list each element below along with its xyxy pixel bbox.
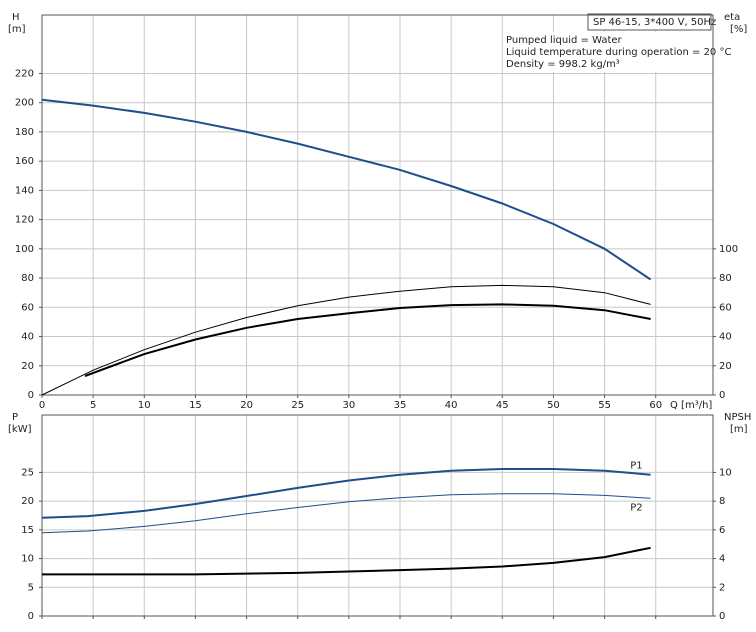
y-tick-label: 20 xyxy=(21,496,34,507)
y-tick-label: 0 xyxy=(28,611,34,622)
y-tick-label: 10 xyxy=(21,554,34,565)
series-line xyxy=(41,284,651,396)
y2-tick-label: 80 xyxy=(719,273,732,284)
y-tick-label: 40 xyxy=(21,332,34,343)
y2-axis-unit: [m] xyxy=(730,424,748,435)
annotation-box xyxy=(587,13,712,31)
y-axis-label: P xyxy=(12,412,18,423)
y-tick-label: 160 xyxy=(15,156,34,167)
x-tick-label: 50 xyxy=(547,400,560,411)
x-tick-label: 45 xyxy=(496,400,509,411)
y-tick-label: 200 xyxy=(15,98,34,109)
series-line xyxy=(41,98,652,281)
x-tick-label: 5 xyxy=(90,400,96,411)
y-tick-label: 25 xyxy=(21,467,34,478)
y-tick-label: 120 xyxy=(15,215,34,226)
y2-tick-label: 0 xyxy=(719,611,725,622)
y-tick-label: 5 xyxy=(28,582,34,593)
y2-axis-unit: [%] xyxy=(730,24,747,35)
x-axis-label: Q [m³/h] xyxy=(670,400,712,411)
x-tick-label: 0 xyxy=(39,400,45,411)
x-tick-label: 25 xyxy=(291,400,304,411)
y-tick-label: 80 xyxy=(21,273,34,284)
y2-tick-label: 100 xyxy=(719,244,738,255)
y2-tick-label: 20 xyxy=(719,361,732,372)
x-tick-label: 60 xyxy=(649,400,662,411)
y2-tick-label: 6 xyxy=(719,525,725,536)
x-tick-label: 20 xyxy=(240,400,253,411)
annotation: Pumped liquid = Water xyxy=(506,35,623,46)
series-line xyxy=(42,546,651,576)
y2-tick-label: 4 xyxy=(719,554,725,565)
y-tick-label: 220 xyxy=(15,68,34,79)
x-tick-label: 40 xyxy=(445,400,458,411)
annotation-bg xyxy=(505,32,711,72)
y2-axis-label: NPSH xyxy=(724,412,751,423)
x-tick-label: 35 xyxy=(394,400,407,411)
series-line xyxy=(41,468,651,519)
x-tick-label: 55 xyxy=(598,400,611,411)
annotation: Liquid temperature during operation = 20… xyxy=(506,47,731,58)
series-line xyxy=(41,493,651,534)
x-tick-label: 15 xyxy=(189,400,202,411)
y-tick-label: 20 xyxy=(21,361,34,372)
y2-axis-label: eta xyxy=(724,12,740,23)
x-tick-label: 30 xyxy=(342,400,355,411)
y-tick-label: 15 xyxy=(21,525,34,536)
y2-tick-label: 40 xyxy=(719,332,732,343)
x-tick-label: 10 xyxy=(138,400,151,411)
plot-frame xyxy=(41,14,714,396)
y-axis-unit: [kW] xyxy=(8,424,32,435)
annotation-title: SP 46-15, 3*400 V, 50Hz xyxy=(593,17,716,28)
series-label: P1 xyxy=(630,461,642,472)
y-tick-label: 100 xyxy=(15,244,34,255)
plot-frame xyxy=(41,414,714,617)
y-axis-label: H xyxy=(12,12,20,23)
y-tick-label: 140 xyxy=(15,185,34,196)
y2-tick-label: 0 xyxy=(719,390,725,401)
y-tick-label: 60 xyxy=(21,302,34,313)
y-axis-unit: [m] xyxy=(8,24,26,35)
y-tick-label: 180 xyxy=(15,127,34,138)
series-line xyxy=(84,303,651,377)
y-tick-label: 0 xyxy=(28,390,34,401)
y2-tick-label: 2 xyxy=(719,582,725,593)
y2-tick-label: 60 xyxy=(719,302,732,313)
y2-tick-label: 10 xyxy=(719,467,732,478)
y2-tick-label: 8 xyxy=(719,496,725,507)
annotation: Density = 998.2 kg/m³ xyxy=(506,59,620,70)
series-label: P2 xyxy=(630,502,642,513)
